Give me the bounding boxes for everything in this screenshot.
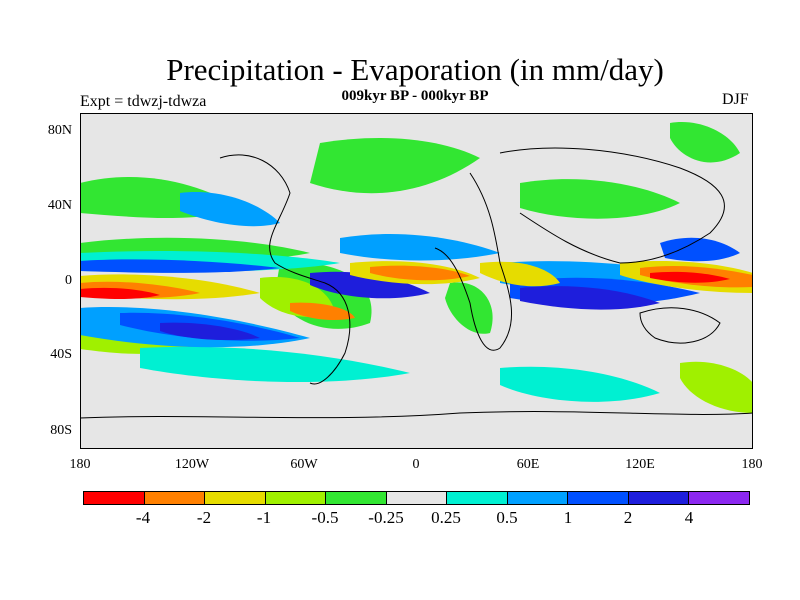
experiment-label: Expt = tdwzj-tdwza: [80, 93, 207, 110]
y-axis-line: [80, 113, 81, 449]
field-patch: [310, 138, 480, 194]
coastline: [499, 147, 725, 264]
map-field: [80, 122, 753, 419]
field-patch: [445, 282, 493, 334]
lat-label-40n: 40N: [47, 198, 72, 213]
field-patch: [660, 237, 740, 262]
lon-label-60w: 60W: [290, 457, 318, 472]
coastline: [434, 172, 513, 351]
colorbar-swatch: [447, 492, 508, 504]
field-patch: [290, 302, 355, 321]
field-patch: [520, 179, 680, 219]
field-patch: [670, 122, 740, 163]
coastline: [219, 154, 326, 284]
lat-label-40s: 40S: [50, 347, 72, 362]
lon-label-0: 0: [412, 457, 420, 472]
colorbar-swatch: [84, 492, 145, 504]
lon-label-60e: 60E: [516, 457, 540, 472]
colorbar-swatch: [265, 492, 327, 504]
colorbar-swatch: [507, 492, 569, 504]
field-patch: [180, 192, 280, 227]
field-patch: [140, 346, 410, 383]
field-patch: [80, 287, 160, 299]
coastline: [639, 307, 721, 344]
map-subtitle: 009kyr BP - 000kyr BP: [341, 88, 489, 104]
field-patch: [340, 233, 500, 261]
field-patch: [480, 261, 560, 287]
lon-label-180w: 180: [69, 457, 91, 472]
colorbar-swatch: [689, 492, 750, 504]
colorbar-swatch: [568, 492, 629, 504]
field-patch: [520, 286, 660, 310]
field-patch: [310, 271, 430, 299]
colorbar-label: 1: [563, 508, 573, 527]
colorbar-swatch: [628, 492, 690, 504]
field-patch: [160, 322, 260, 341]
colorbar-label: -4: [135, 508, 151, 527]
lon-label-180e: 180: [741, 457, 763, 472]
field-patch: [500, 366, 660, 402]
colorbar-swatch: [386, 492, 448, 504]
colorbar-swatch: [205, 492, 266, 504]
colorbar-swatch: [326, 492, 387, 504]
colorbar: [83, 491, 750, 505]
field-patch: [370, 265, 470, 281]
colorbar-label: -0.25: [368, 508, 404, 527]
field-patch: [650, 271, 730, 283]
colorbar-label: -1: [256, 508, 272, 527]
colorbar-label: -0.5: [311, 508, 339, 527]
colorbar-label: 2: [623, 508, 633, 527]
colorbar-swatch: [144, 492, 206, 504]
coastline: [80, 411, 753, 419]
colorbar-label: 0.25: [431, 508, 461, 527]
colorbar-label: 4: [684, 508, 694, 527]
lat-label-eq: 0: [65, 273, 72, 288]
lat-label-80s: 80S: [50, 423, 72, 438]
map-title: Precipitation - Evaporation (in mm/day): [166, 52, 664, 87]
lon-label-120e: 120E: [625, 457, 655, 472]
lon-label-120w: 120W: [174, 457, 210, 472]
field-patch: [80, 259, 280, 273]
lat-label-80n: 80N: [47, 123, 72, 138]
field-patch: [680, 361, 753, 413]
colorbar-label: -2: [196, 508, 212, 527]
precipitation-map: [80, 113, 753, 449]
colorbar-label: 0.5: [496, 508, 518, 527]
season-label: DJF: [722, 91, 749, 108]
coastline: [309, 282, 351, 385]
